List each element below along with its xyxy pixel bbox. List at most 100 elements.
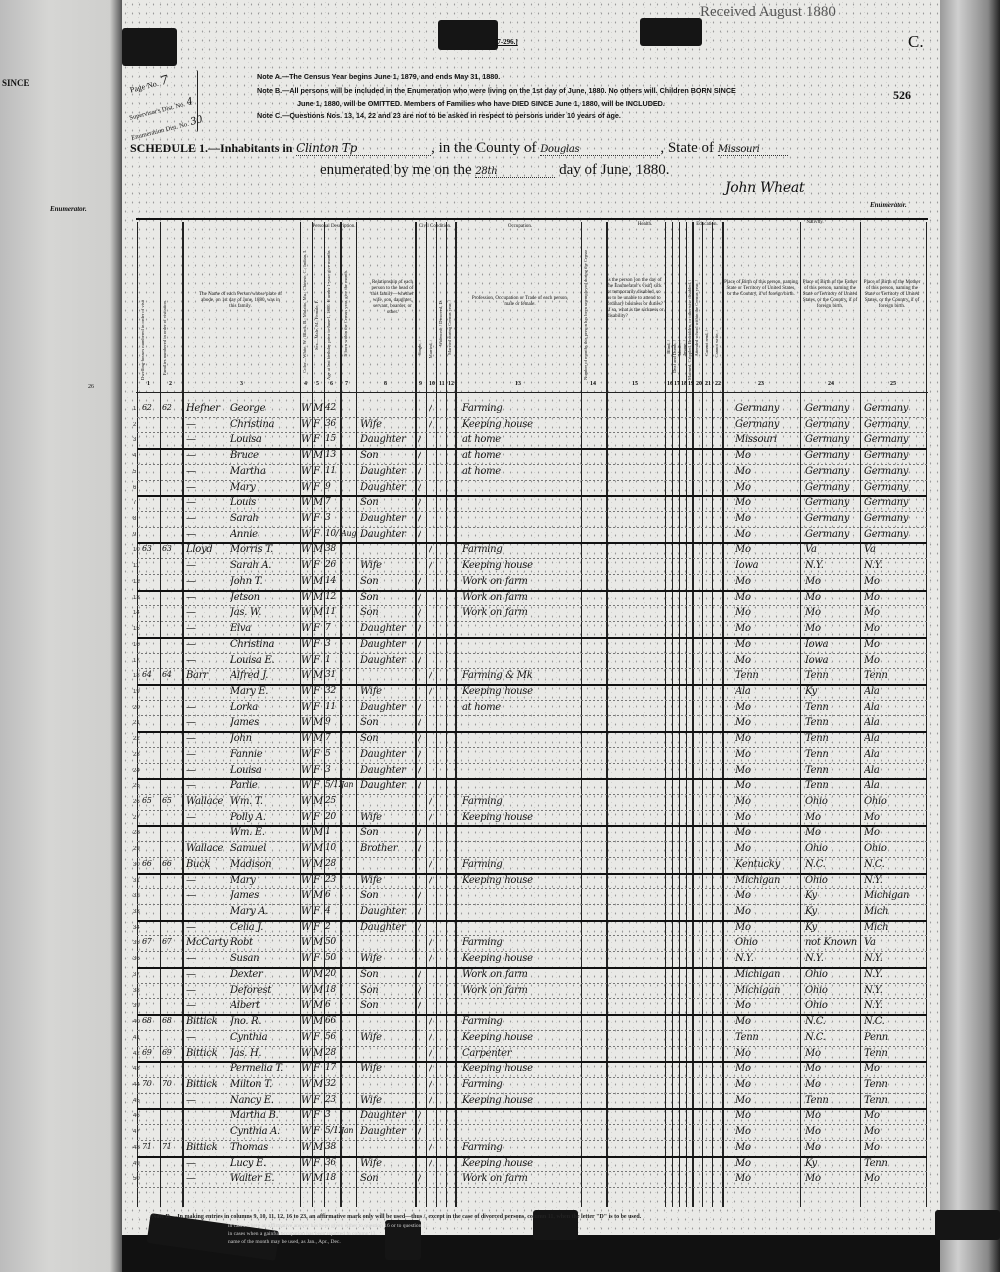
line-number: 36 <box>133 956 140 963</box>
footnote-d-line2: in cases where an affirmative answer has… <box>228 1223 430 1229</box>
column-number: 12 <box>448 381 454 387</box>
dwelling-number: 68 <box>142 1016 152 1026</box>
father-birthplace: Germany <box>805 465 850 477</box>
sex: F <box>313 701 320 713</box>
family-number: 70 <box>162 1078 172 1088</box>
line-number: 20 <box>133 704 140 711</box>
birthplace: Germany <box>735 418 780 430</box>
surname: Buck <box>186 858 211 870</box>
color: W <box>301 748 311 760</box>
row-rule <box>137 778 927 781</box>
row-rule <box>137 479 927 481</box>
mother-birthplace: Germany <box>864 528 909 540</box>
color: W <box>301 1000 311 1012</box>
age: 10 <box>325 843 336 854</box>
row-rule <box>137 652 927 654</box>
line-number: 13 <box>133 594 140 601</box>
column-rule <box>160 222 161 1207</box>
column-rule <box>722 222 724 1207</box>
row-rule <box>137 1061 927 1064</box>
line-number: 22 <box>133 736 140 743</box>
row-rule <box>137 872 927 875</box>
table-top-rule <box>136 218 928 220</box>
surname: — <box>186 701 196 713</box>
vertical-header-5: Age at last birthday prior to June 1, 18… <box>326 250 331 380</box>
birthplace: Mo <box>735 1063 751 1075</box>
column-rule <box>665 222 666 1207</box>
line-number: 31 <box>133 877 140 884</box>
relationship: Son <box>360 733 379 745</box>
married-mark: / <box>429 403 433 414</box>
family-number: 68 <box>162 1016 172 1026</box>
column-rule <box>300 222 301 1207</box>
father-birthplace: not Known <box>805 937 857 949</box>
column-rule <box>702 222 703 1207</box>
sex: F <box>313 1094 320 1106</box>
surname: — <box>186 968 196 980</box>
form-number: [7-296.] <box>495 38 518 46</box>
vertical-header-17: Attended school within the Census year, … <box>694 280 699 357</box>
dwelling-number: 70 <box>142 1078 152 1088</box>
line-number: 24 <box>133 767 140 774</box>
line-number: 9 <box>133 531 137 538</box>
single-mark: / <box>418 1000 422 1012</box>
color: W <box>301 953 311 965</box>
relationship: Daughter <box>360 465 406 477</box>
scan-blot <box>935 1210 1000 1240</box>
occupation: Work on farm <box>462 607 528 619</box>
row-rule <box>137 432 927 434</box>
single-mark: / <box>418 733 422 745</box>
color: W <box>301 921 311 933</box>
occupation: Keeping house <box>462 685 533 697</box>
married-mark: / <box>429 1047 433 1059</box>
married-mark: / <box>429 1094 433 1106</box>
table-row: 48 71 71 Bittick Thomas W M 38 Farming Mo Mo Mo / <box>0 1141 1000 1157</box>
single-mark: / <box>418 827 422 839</box>
father-birthplace: Germany <box>805 418 850 430</box>
birthplace: Mo <box>735 607 751 619</box>
line-number: 2 <box>133 421 137 428</box>
column-number: 25 <box>890 381 896 387</box>
surname: — <box>186 780 196 792</box>
mother-birthplace: Mo <box>864 654 880 666</box>
column-rule <box>455 222 457 1207</box>
birthplace: Missouri <box>735 434 777 446</box>
column-rule <box>926 222 927 1207</box>
relationship: Daughter <box>360 780 406 792</box>
given-name: Jas. W. <box>230 607 262 619</box>
line-number: 8 <box>133 516 137 523</box>
given-name: James <box>230 890 260 902</box>
enumeration-day-suffix: day of June, 1880. <box>559 162 670 178</box>
vertical-header-2: Families numbered in order of visitation… <box>162 300 167 376</box>
birthplace: Mo <box>735 638 751 650</box>
age: 32 <box>325 1078 336 1089</box>
father-birthplace: Tenn <box>805 1094 829 1106</box>
table-row: 44 70 70 Bittick Milton T. W M 32 Farming Mo Mo Ten… <box>0 1078 1000 1094</box>
meta-bracket <box>196 70 198 132</box>
color: W <box>301 1094 311 1106</box>
table-row: 5 — Martha W F 11 Daughter at home Mo Germany Germ… <box>0 465 1000 481</box>
color: W <box>301 403 311 414</box>
birthplace: Mo <box>735 1000 751 1012</box>
color: W <box>301 1031 311 1043</box>
occupation: Farming <box>462 544 503 556</box>
adjacent-page-strip: SINCE Enumerator. 26 <box>0 0 122 1272</box>
married-mark: / <box>429 937 433 949</box>
age: 6 <box>325 890 331 901</box>
birthplace: Mo <box>735 1047 751 1059</box>
father-birthplace: Iowa <box>805 638 829 650</box>
given-name: Cynthia <box>230 1031 268 1043</box>
sex: F <box>313 764 320 776</box>
surname: Barr <box>186 670 208 682</box>
row-rule <box>137 1155 927 1158</box>
father-birthplace: Germany <box>805 403 850 414</box>
given-name: Christina <box>230 418 275 430</box>
color: W <box>301 1173 311 1185</box>
occupation: Keeping house <box>462 1063 533 1075</box>
line-number: 6 <box>133 484 137 491</box>
line-number: 40 <box>133 1019 140 1026</box>
age: 56 <box>325 1031 336 1042</box>
sex: M <box>313 827 323 839</box>
row-rule <box>137 982 927 984</box>
birthplace: Mo <box>735 1173 751 1185</box>
